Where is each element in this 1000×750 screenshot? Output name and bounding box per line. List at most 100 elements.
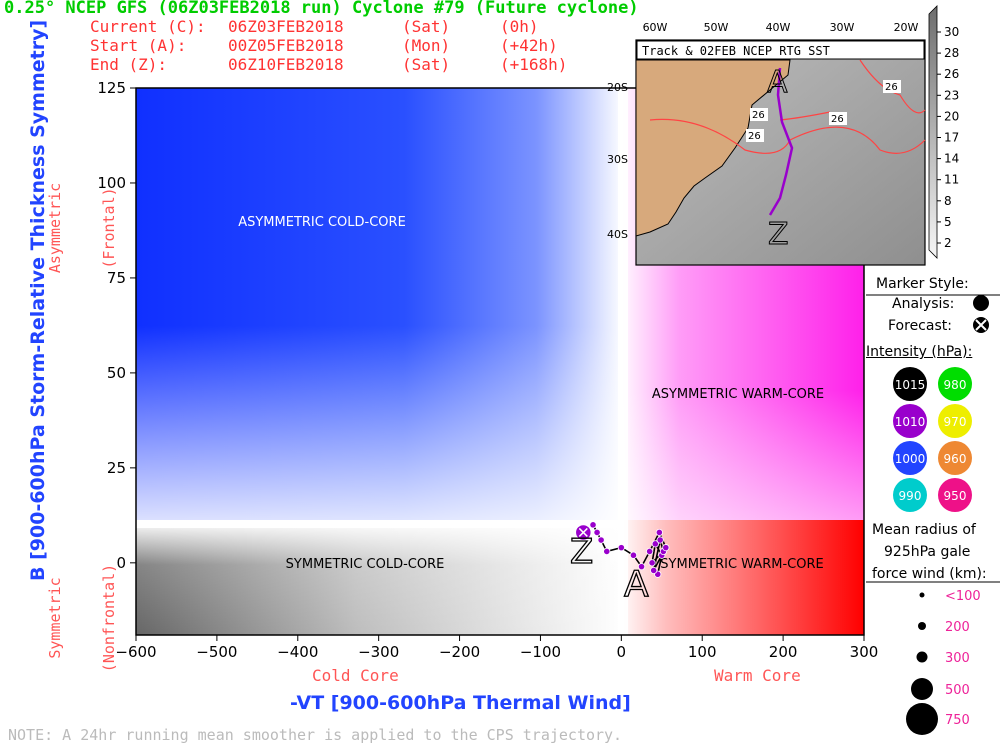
track-point <box>593 528 601 537</box>
inset-lon-label: 50W <box>704 21 729 34</box>
intensity-legend: 1015 980 1010 970 1000 960 990 950 <box>893 367 972 512</box>
radius-label: 300 <box>945 651 970 666</box>
track-point <box>617 544 625 552</box>
intensity-value: 970 <box>944 415 967 429</box>
track-point <box>648 559 656 567</box>
track-point <box>656 536 664 544</box>
end-offset: (+168h) <box>500 55 568 74</box>
footnote: NOTE: A 24hr running mean smoother is ap… <box>8 726 623 744</box>
track-point <box>651 540 659 548</box>
isotherm-label: 26 <box>831 114 844 125</box>
colorbar-label: 5 <box>944 215 952 229</box>
inset-title: Track & 02FEB NCEP RTG SST <box>642 44 830 58</box>
inset-track <box>768 67 794 216</box>
quadrant-asym-warm: ASYMMETRIC WARM-CORE <box>652 387 824 402</box>
x-tick-label: −200 <box>439 643 480 661</box>
start-day: (Mon) <box>402 36 451 55</box>
intensity-value: 1015 <box>895 378 926 392</box>
plot-frame <box>135 87 865 636</box>
y-tick-label: 50 <box>107 364 126 382</box>
quadrant-sym-cold: SYMMETRIC COLD-CORE <box>286 557 445 572</box>
inset-lat-label: 20S <box>607 81 628 94</box>
track-point <box>650 566 658 575</box>
inset-start-marker: A <box>767 65 788 100</box>
track-point <box>662 544 670 552</box>
x-tick-label: 300 <box>850 643 879 661</box>
radius-title-1: Mean radius of <box>872 522 976 538</box>
end-day: (Sat) <box>402 55 451 74</box>
isotherm-label: 26 <box>748 131 761 142</box>
y-side-top: Asymmetric (Frontal) <box>10 158 136 298</box>
y-side-bottom: Symmetric (Nonfrontal) <box>10 548 136 688</box>
radius-marker <box>911 678 933 700</box>
end-value: 06Z10FEB2018 <box>228 55 344 74</box>
y-side-bottom-line1: Symmetric <box>46 577 64 659</box>
track-point <box>646 547 654 556</box>
x-tick-label: −400 <box>277 643 318 661</box>
colorbar-label: 28 <box>944 46 959 60</box>
intensity-swatch <box>893 478 927 512</box>
intensity-value: 960 <box>944 452 967 466</box>
radius-title-2: 925hPa gale <box>884 544 971 560</box>
y-tick-label: 100 <box>97 174 126 192</box>
intensity-swatch <box>938 404 972 438</box>
end-label: End (Z): <box>90 55 168 74</box>
x-tick-label: −300 <box>358 643 399 661</box>
start-offset: (+42h) <box>500 36 558 55</box>
x-note-cold: Cold Core <box>312 666 399 685</box>
start-marker-a: A <box>624 564 649 605</box>
track-point <box>603 547 611 556</box>
intensity-value: 1000 <box>895 452 926 466</box>
x-tick-label: −600 <box>115 643 156 661</box>
intensity-title: Intensity (hPa): <box>866 344 973 360</box>
x-tick-label: 0 <box>617 643 627 661</box>
inset-lon-label: 60W <box>643 21 668 34</box>
x-tick-label: 200 <box>769 643 798 661</box>
x-axis-label: -VT [900-600hPa Thermal Wind] <box>290 692 631 714</box>
start-value: 00Z05FEB2018 <box>228 36 344 55</box>
radius-marker <box>906 703 938 735</box>
colorbar-label: 2 <box>944 236 952 250</box>
y-side-top-line2: (Frontal) <box>100 187 118 269</box>
intensity-swatch <box>938 367 972 401</box>
current-day: (Sat) <box>402 17 451 36</box>
radius-legend: <100 200 300 500 750 <box>906 589 981 735</box>
x-tick-label: 100 <box>688 643 717 661</box>
inset-lon-label: 20W <box>894 21 919 34</box>
x-axis-ticks: −600 −500 −400 −300 −200 −100 0 100 200 300 <box>115 635 878 661</box>
marker-style-title: Marker Style: <box>876 276 969 292</box>
sst-colorbar <box>928 5 938 259</box>
y-axis-ticks: 0 25 50 75 100 125 <box>97 79 136 572</box>
track-point <box>655 528 663 537</box>
intensity-swatch <box>893 367 927 401</box>
track-point <box>637 563 646 571</box>
inset-map: Track & 02FEB NCEP RTG SST A Z 60W 50W 40W… <box>607 5 959 266</box>
inset-end-marker: Z <box>768 217 789 252</box>
intensity-value: 950 <box>944 489 967 503</box>
forecast-label: Forecast: <box>888 318 952 334</box>
chart-title: 0.25° NCEP GFS (06Z03FEB2018 run) Cyclon… <box>4 0 639 18</box>
track-point <box>597 536 605 544</box>
radius-title-3: force wind (km): <box>872 566 987 582</box>
current-label: Current (C): <box>90 17 206 36</box>
start-label: Start (A): <box>90 36 187 55</box>
radius-marker <box>919 592 925 598</box>
end-marker-z: Z <box>570 532 593 572</box>
intensity-swatch <box>938 478 972 512</box>
quadrant-asym-cold: ASYMMETRIC COLD-CORE <box>238 215 406 230</box>
isotherm-label: 26 <box>752 110 765 121</box>
intensity-value: 990 <box>899 489 922 503</box>
y-tick-label: 0 <box>116 554 126 572</box>
isotherm-label: 26 <box>885 82 898 93</box>
current-value: 06Z03FEB2018 <box>228 17 344 36</box>
current-offset: (0h) <box>500 17 539 36</box>
colorbar-label: 8 <box>944 194 952 208</box>
colorbar-label: 26 <box>944 67 959 81</box>
colorbar-label: 30 <box>944 25 959 39</box>
x-tick-label: −500 <box>196 643 237 661</box>
forecast-cross <box>578 527 588 537</box>
track-point <box>629 551 638 559</box>
y-side-top-line1: Asymmetric <box>46 182 64 274</box>
colorbar-label: 17 <box>944 131 959 145</box>
